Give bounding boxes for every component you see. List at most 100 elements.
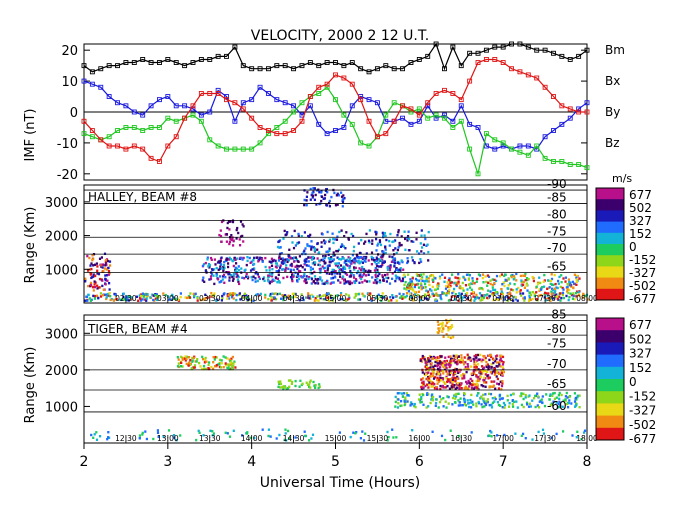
tiger-panel-echo-cell <box>180 355 183 359</box>
halley-panel-echo-cell <box>485 280 488 284</box>
halley-panel-echo-cell <box>522 283 525 287</box>
halley-panel-echo-cell <box>346 298 349 301</box>
halley-panel-echo-cell <box>297 275 300 278</box>
halley-panel-echo-cell <box>375 237 378 241</box>
tiger-panel-echo-cell <box>476 394 479 397</box>
halley-panel-echo-cell <box>337 262 340 265</box>
tiger-panel-echo-cell <box>185 355 188 359</box>
data-point-bx <box>500 143 506 149</box>
halley-panel-echo-cell <box>227 220 231 223</box>
tiger-panel-echo-cell <box>451 336 454 339</box>
halley-panel-echo-cell <box>206 296 209 299</box>
halley-panel-echo-cell <box>249 261 252 264</box>
halley-panel-time-label: 04:30 <box>283 294 305 303</box>
halley-panel-echo-cell <box>438 277 442 280</box>
data-point-bm <box>584 47 590 53</box>
halley-panel-echo-cell <box>531 275 534 279</box>
halley-panel-echo-cell <box>480 296 483 299</box>
tiger-panel-echo-cell <box>491 385 495 388</box>
tiger-panel-echo-cell <box>451 396 455 400</box>
halley-panel-echo-cell <box>333 191 336 195</box>
halley-panel-echo-cell <box>555 286 558 289</box>
tiger-panel-echo-cell <box>419 401 422 404</box>
tiger-panel-echo-cell <box>441 384 444 388</box>
tiger-panel-echo-cell <box>138 434 141 437</box>
tiger-panel-colorbar-segment <box>596 366 624 380</box>
halley-panel-echo-cell <box>335 238 339 241</box>
tiger-panel-echo-cell <box>435 358 438 361</box>
data-point-bz <box>165 143 171 149</box>
tiger-panel-echo-cell <box>219 366 223 369</box>
x-tick-label: 4 <box>247 454 256 470</box>
halley-panel-echo-cell <box>436 294 439 297</box>
tiger-panel-echo-cell <box>436 361 439 365</box>
halley-panel-echo-cell <box>410 288 413 291</box>
tiger-panel-echo-cell <box>204 358 207 361</box>
tiger-panel-echo-cell <box>555 396 558 399</box>
tiger-panel-echo-cell <box>562 430 565 433</box>
halley-panel-echo-cell <box>500 292 503 295</box>
halley-panel-echo-cell <box>255 256 258 259</box>
tiger-panel-echo-cell <box>496 401 499 404</box>
halley-panel-echo-cell <box>334 238 337 241</box>
data-point-by <box>257 140 263 146</box>
data-point-bm <box>81 63 87 69</box>
halley-panel-echo-cell <box>243 292 246 295</box>
tiger-panel-echo-cell <box>494 355 498 358</box>
tiger-panel-echo-cell <box>470 393 473 397</box>
halley-panel-echo-cell <box>385 276 388 280</box>
halley-panel-echo-cell <box>503 284 506 288</box>
halley-panel-echo-cell <box>228 279 231 282</box>
tiger-panel-echo-cell <box>534 394 537 398</box>
halley-panel-echo-cell <box>234 269 237 273</box>
halley-panel-echo-cell <box>235 298 238 302</box>
halley-panel-echo-cell <box>566 290 569 293</box>
halley-panel-echo-cell <box>445 294 448 297</box>
halley-panel-echo-cell <box>575 295 578 298</box>
halley-panel-echo-cell <box>578 277 581 280</box>
data-point-by <box>274 125 280 130</box>
halley-panel-echo-cell <box>105 293 108 296</box>
halley-panel-echo-cell <box>239 235 243 238</box>
halley-panel-echo-cell <box>304 278 308 281</box>
halley-panel-echo-cell <box>550 295 554 298</box>
halley-panel-echo-cell <box>126 295 129 298</box>
halley-panel-echo-cell <box>502 298 506 301</box>
halley-panel-echo-cell <box>493 282 496 285</box>
halley-panel-echo-cell <box>466 298 469 301</box>
halley-panel-echo-cell <box>222 264 225 267</box>
halley-panel-time-label: 08:00 <box>576 294 598 303</box>
tiger-panel-echo-cell <box>474 383 477 386</box>
halley-panel-echo-cell <box>172 296 175 299</box>
tiger-panel-echo-cell <box>294 436 297 439</box>
tiger-panel-echo-cell <box>209 429 212 432</box>
tiger-panel-echo-cell <box>557 394 560 397</box>
data-point-by <box>106 134 112 140</box>
halley-panel-echo-cell <box>293 260 296 263</box>
legend-entry-bx: Bx <box>605 74 620 88</box>
halley-panel-echo-cell <box>316 257 319 260</box>
halley-panel-echo-cell <box>457 273 460 276</box>
halley-panel-echo-cell <box>371 239 374 242</box>
data-point-by <box>559 159 565 164</box>
halley-panel-colorbar-segment <box>596 288 624 301</box>
data-point-bm <box>416 57 422 62</box>
data-point-bz <box>89 128 95 133</box>
tiger-panel-echo-cell <box>470 406 473 409</box>
halley-panel-echo-cell <box>126 299 129 302</box>
halley-panel-echo-cell <box>291 257 295 260</box>
data-point-by <box>240 146 246 152</box>
tiger-panel-echo-cell <box>222 366 225 369</box>
halley-panel-echo-cell <box>330 281 333 284</box>
tiger-panel-echo-cell <box>465 370 468 374</box>
halley-panel-echo-cell <box>560 296 563 300</box>
tiger-panel-echo-cell <box>95 438 99 441</box>
data-point-bx <box>265 91 271 96</box>
tiger-panel-echo-cell <box>454 371 457 375</box>
halley-panel-echo-cell <box>390 299 393 302</box>
halley-panel-echo-cell <box>310 246 313 249</box>
halley-panel-echo-cell <box>229 238 232 241</box>
halley-panel-echo-cell <box>151 293 154 296</box>
tiger-panel-echo-cell <box>439 388 442 391</box>
tiger-panel-echo-cell <box>449 357 453 360</box>
